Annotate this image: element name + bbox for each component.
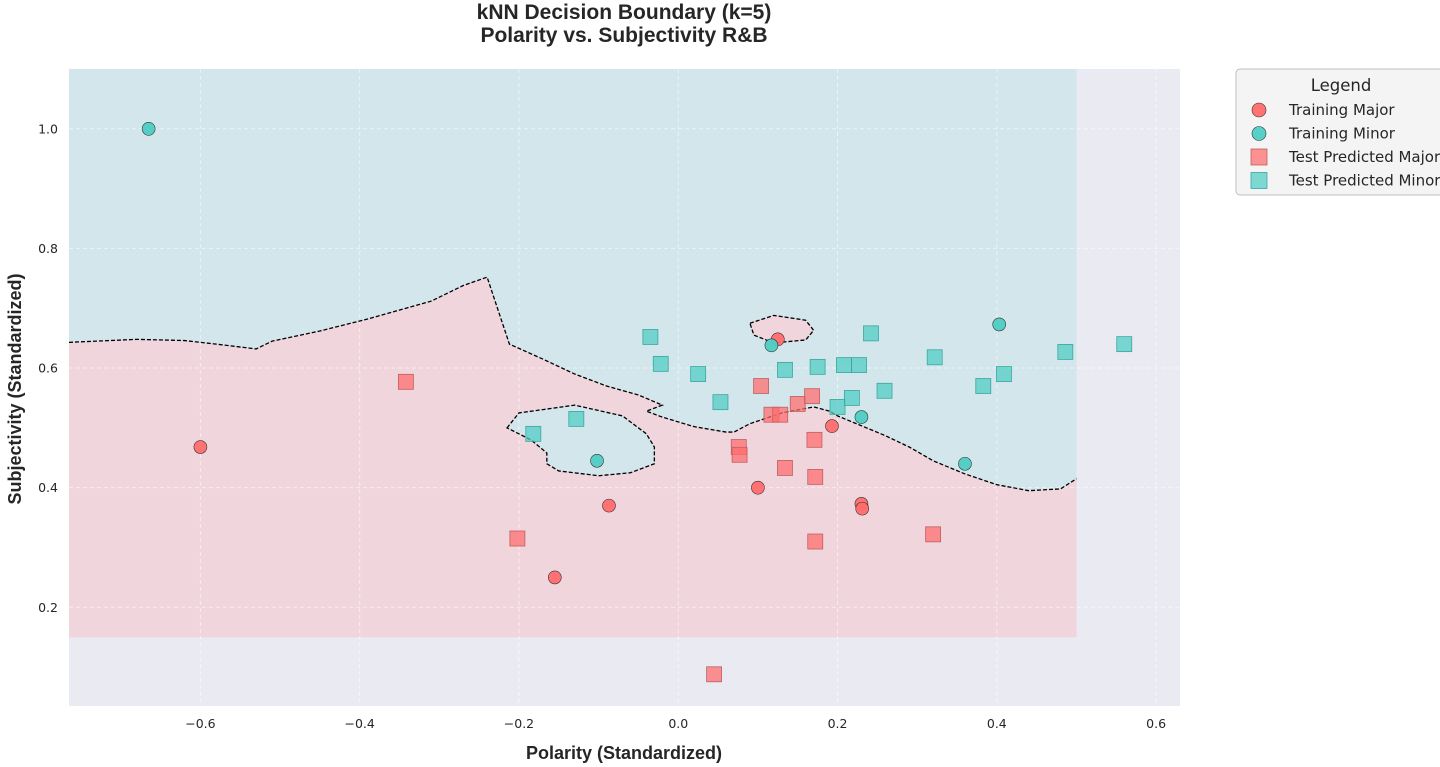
legend-entry-training-minor-label: Training Minor bbox=[1288, 125, 1396, 143]
test-predicted-minor-point bbox=[809, 358, 826, 375]
test-predicted-minor-point bbox=[642, 329, 659, 345]
plot-area: −0.6 −0.4 −0.2 0.0 0.2 0.4 0.6 0.2 0.4 0.6 0.8 1.0 bbox=[38, 69, 1180, 731]
y-tick-label: 1.0 bbox=[38, 121, 58, 136]
training-minor-point bbox=[764, 338, 779, 353]
training-major-point bbox=[193, 440, 208, 454]
test-predicted-minor-point bbox=[996, 366, 1012, 382]
training-minor-point bbox=[992, 317, 1007, 332]
test-predicted-minor-point bbox=[1116, 336, 1133, 353]
x-tick-label: 0.4 bbox=[987, 716, 1007, 731]
test-predicted-major-point bbox=[397, 373, 414, 390]
training-major-point bbox=[548, 570, 562, 585]
test-predicted-minor-point bbox=[1057, 344, 1074, 360]
legend-entry-training-major-label: Training Major bbox=[1288, 101, 1395, 119]
test-predicted-minor-point bbox=[851, 357, 867, 373]
training-major-point bbox=[825, 419, 839, 433]
x-tick-label: −0.6 bbox=[185, 716, 215, 731]
x-tick-label: −0.4 bbox=[345, 716, 375, 731]
chart-title-line-1: kNN Decision Boundary (k=5) bbox=[477, 1, 772, 24]
x-axis-label: Polarity (Standardized) bbox=[526, 743, 722, 763]
test-predicted-major-point bbox=[807, 533, 824, 550]
test-predicted-major-point bbox=[789, 396, 806, 412]
x-tick-label: −0.2 bbox=[504, 716, 534, 731]
test-predicted-minor-point bbox=[926, 349, 943, 366]
training-minor-point bbox=[590, 453, 604, 468]
test-predicted-major-point bbox=[753, 378, 769, 394]
region-island-minor bbox=[507, 405, 655, 476]
decision-boundary-island bbox=[749, 314, 815, 344]
y-tick-label: 0.4 bbox=[38, 480, 58, 495]
x-tick-label: 0.6 bbox=[1146, 716, 1166, 731]
training-major-point bbox=[855, 501, 870, 516]
legend-entry-test-predicted-minor-marker bbox=[1250, 172, 1268, 189]
y-axis-label: Subjectivity (Standardized) bbox=[5, 273, 25, 504]
legend-entry-training-major-marker bbox=[1251, 102, 1267, 118]
test-predicted-major-point bbox=[509, 530, 526, 547]
y-tick-label: 0.8 bbox=[38, 241, 58, 256]
test-predicted-major-point bbox=[807, 469, 824, 485]
test-predicted-minor-point bbox=[829, 399, 846, 415]
training-minor-point bbox=[958, 456, 972, 471]
test-predicted-major-point bbox=[706, 666, 722, 683]
test-predicted-minor-point bbox=[843, 390, 860, 406]
x-tick-label: 0.0 bbox=[668, 716, 688, 731]
test-predicted-major-point bbox=[804, 388, 820, 405]
test-predicted-minor-point bbox=[975, 378, 992, 394]
training-major-point bbox=[751, 480, 765, 495]
training-minor-point bbox=[141, 122, 156, 136]
decision-boundary-line bbox=[68, 276, 1077, 492]
legend-entry-test-predicted-minor-label: Test Predicted Minor bbox=[1288, 172, 1440, 190]
x-tick-label: 0.2 bbox=[828, 716, 848, 731]
test-predicted-minor-point bbox=[876, 382, 893, 399]
y-tick-label: 0.6 bbox=[38, 361, 58, 376]
legend-entry-test-predicted-major-label: Test Predicted Major bbox=[1288, 148, 1440, 166]
test-predicted-minor-point bbox=[525, 425, 542, 442]
test-predicted-major-point bbox=[777, 460, 793, 476]
test-predicted-minor-point bbox=[652, 355, 669, 372]
test-predicted-major-point bbox=[925, 526, 942, 543]
test-predicted-major-point bbox=[772, 406, 789, 423]
test-predicted-minor-point bbox=[712, 394, 729, 411]
legend: Legend Training Major Training Minor Test … bbox=[1235, 68, 1440, 196]
test-predicted-major-point bbox=[731, 446, 748, 463]
test-predicted-minor-point bbox=[863, 325, 879, 342]
test-predicted-major-point bbox=[806, 431, 823, 448]
training-major-point bbox=[602, 498, 616, 513]
legend-frame bbox=[1235, 68, 1440, 196]
y-tick-label: 0.2 bbox=[38, 600, 58, 615]
test-predicted-minor-point bbox=[836, 357, 852, 373]
region-island-major bbox=[749, 315, 814, 343]
legend-title: Legend bbox=[1311, 76, 1372, 95]
test-predicted-minor-point bbox=[690, 366, 707, 382]
chart-title-line-2: Polarity vs. Subjectivity R&B bbox=[480, 24, 767, 47]
test-predicted-minor-point bbox=[568, 411, 585, 427]
legend-entry-test-predicted-major-marker bbox=[1250, 148, 1268, 166]
test-predicted-minor-point bbox=[777, 361, 793, 378]
legend-entry-training-minor-marker bbox=[1251, 126, 1267, 141]
training-minor-point bbox=[854, 410, 869, 424]
decision-boundary-island bbox=[506, 404, 656, 477]
